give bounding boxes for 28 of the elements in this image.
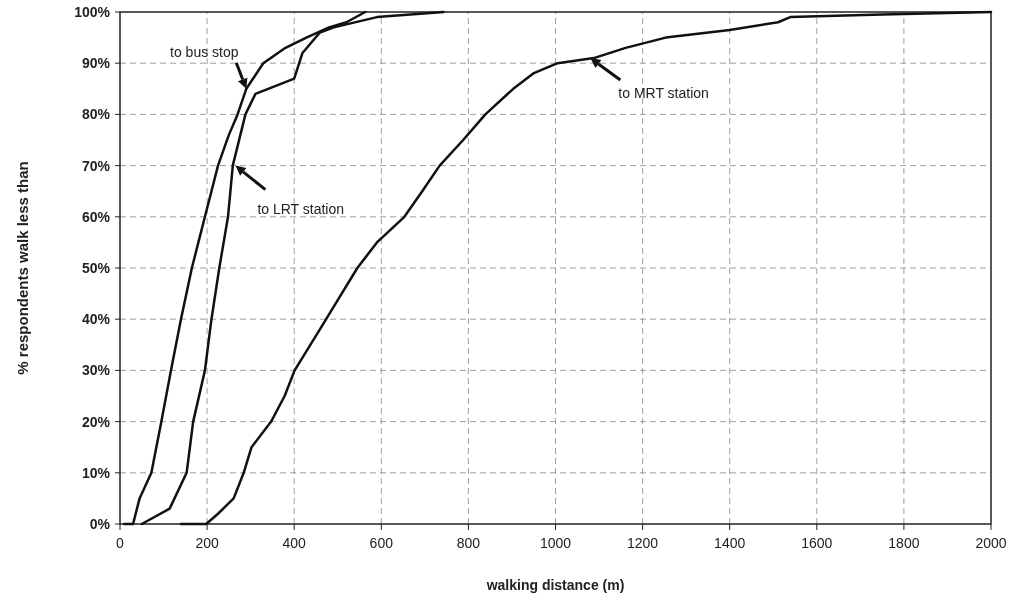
annotation: to MRT station <box>618 85 709 102</box>
y-tick-label: 100% <box>74 4 111 20</box>
annotation: to LRT station <box>257 200 345 217</box>
y-tick-label: 60% <box>81 208 111 225</box>
x-tick-label: 0 <box>116 535 125 551</box>
x-tick-label: 2000 <box>975 535 1007 551</box>
y-tick-label: 70% <box>81 157 111 174</box>
x-tick-label: 1000 <box>539 535 572 551</box>
y-tick-label: 50% <box>81 260 111 276</box>
annotation: to bus stop <box>170 43 239 60</box>
line-series <box>179 10 993 526</box>
x-tick-label: 400 <box>282 535 307 551</box>
x-tick-label: 1400 <box>714 535 746 551</box>
y-tick-label: 40% <box>81 311 111 328</box>
x-tick-label: 1800 <box>888 535 920 551</box>
y-axis-title: % respondents walk less than <box>14 161 31 375</box>
x-tick-label: 1200 <box>627 535 659 551</box>
y-tick-label: 20% <box>81 413 111 430</box>
x-tick-label: 1600 <box>801 535 833 551</box>
x-tick-label: 200 <box>195 535 219 551</box>
y-tick-label: 90% <box>81 55 111 72</box>
x-tick-label: 800 <box>456 535 481 551</box>
y-tick-label: 80% <box>81 106 111 123</box>
y-tick-label: 10% <box>81 464 111 481</box>
y-tick-label: 30% <box>81 362 111 379</box>
x-axis-title: walking distance (m) <box>485 577 625 593</box>
y-tick-label: 0% <box>89 516 111 532</box>
x-tick-label: 600 <box>369 535 394 551</box>
